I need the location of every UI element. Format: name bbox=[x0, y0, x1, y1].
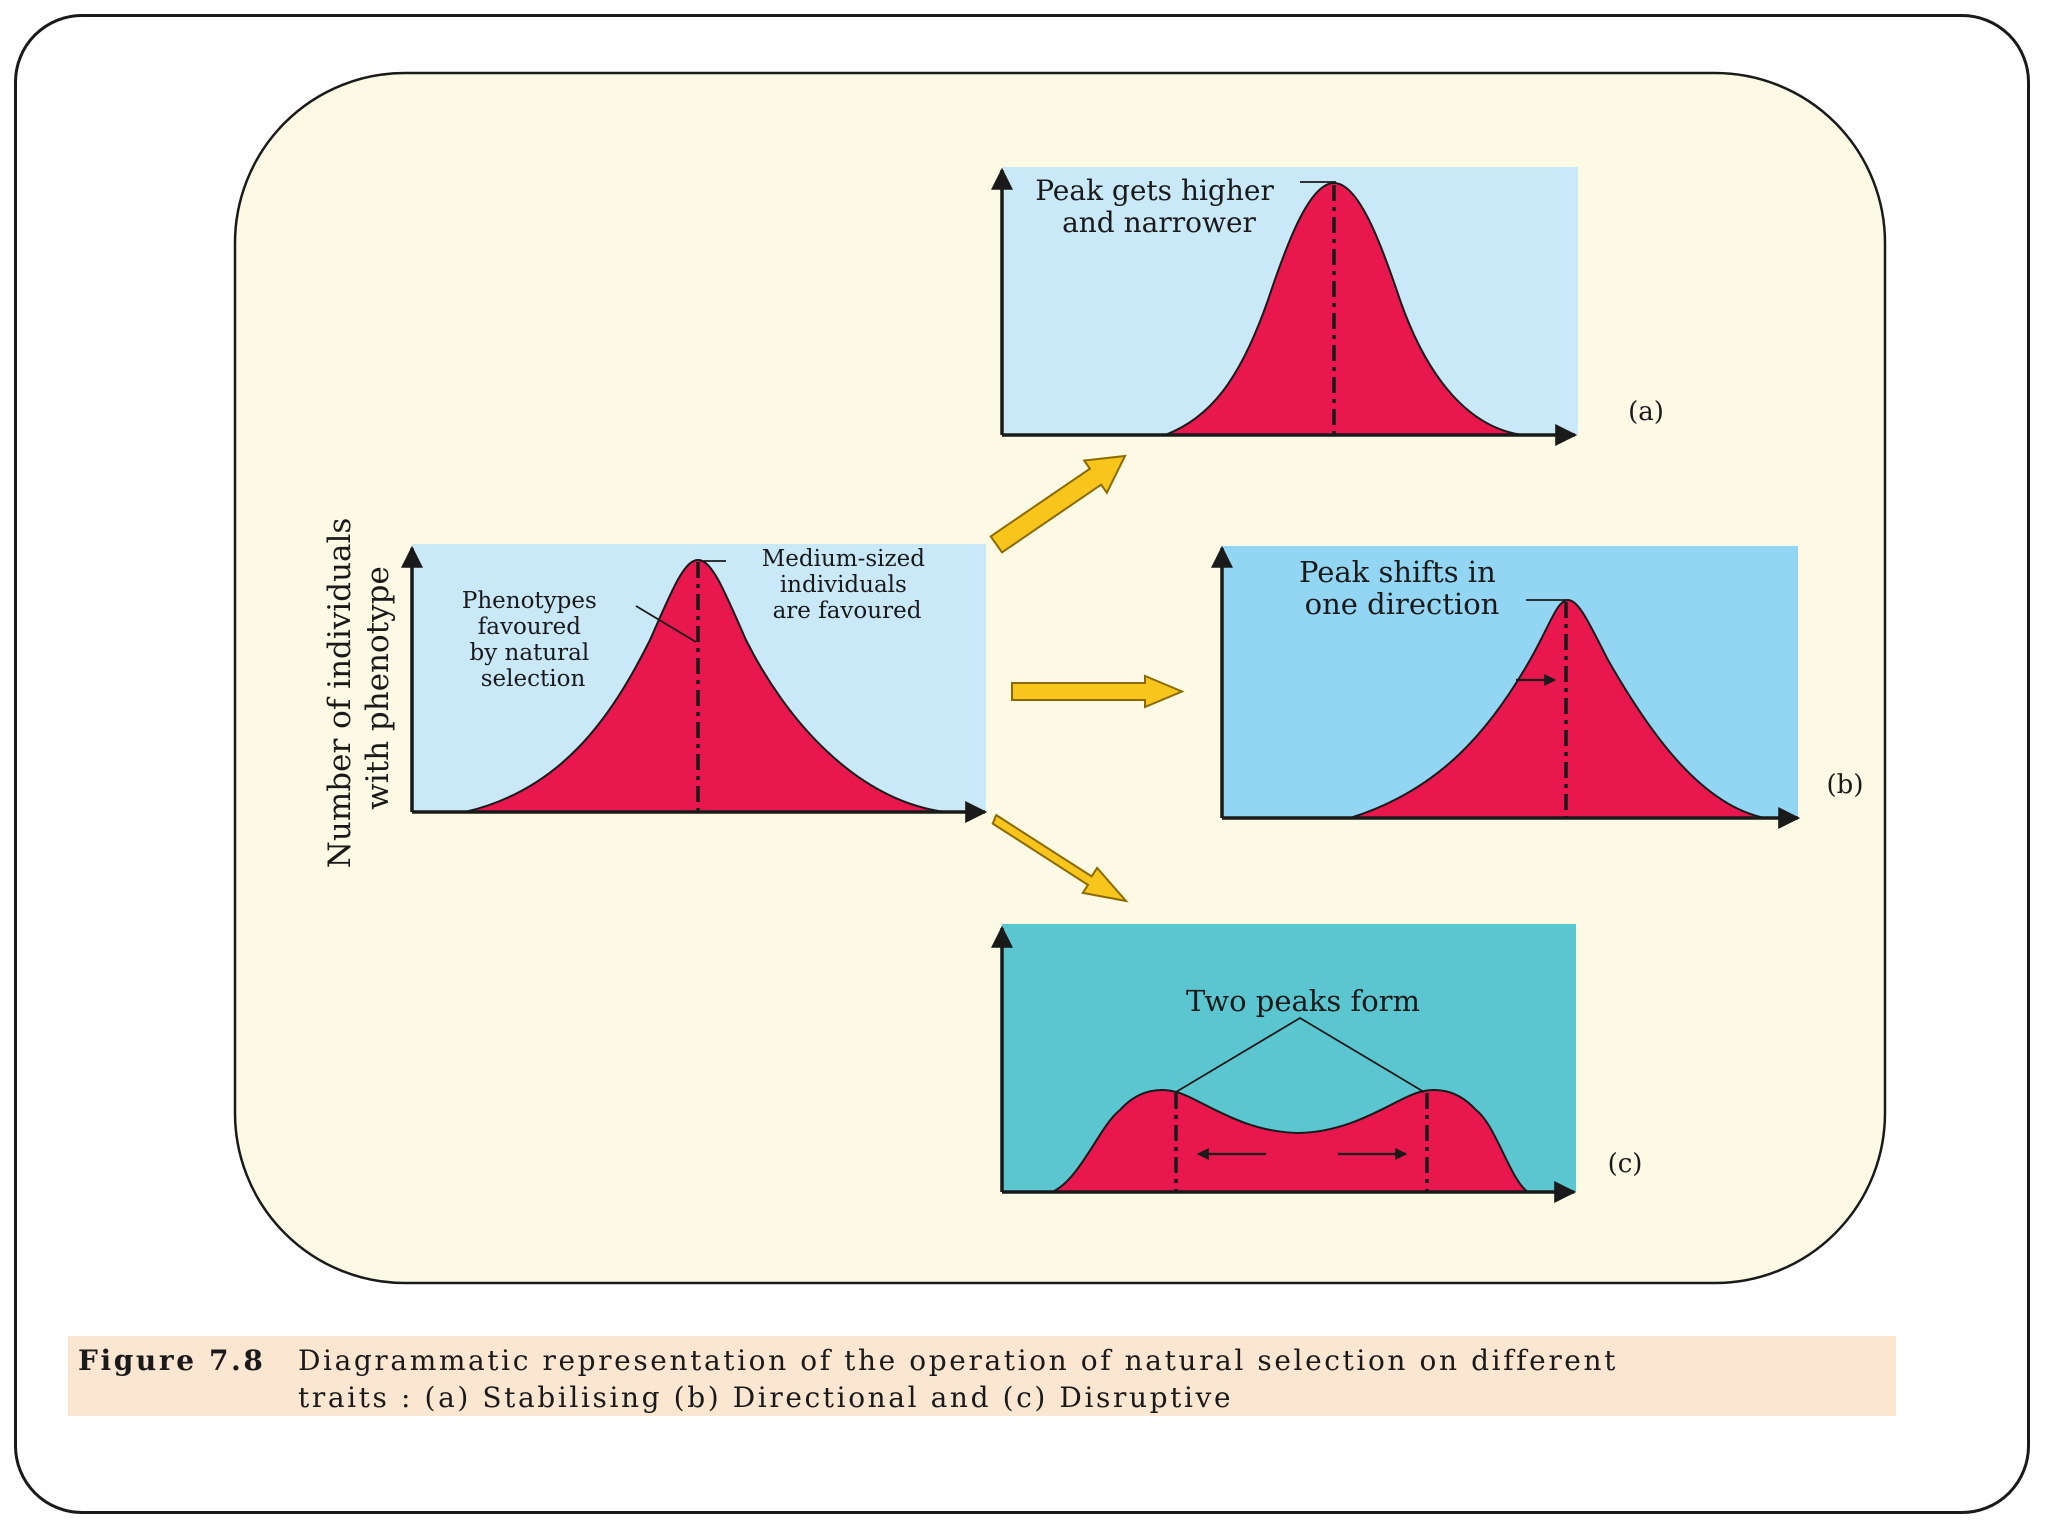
caption-indent bbox=[78, 1379, 298, 1416]
original-curve bbox=[464, 558, 946, 813]
panel-b-curve bbox=[1349, 598, 1766, 819]
panel-b: Peak shifts in one direction (b) bbox=[1211, 545, 1864, 829]
caption-row-1: Figure 7.8 Diagrammatic representation o… bbox=[78, 1342, 1886, 1379]
arrow-to-panel-c bbox=[991, 813, 1129, 903]
arrow-to-panel-b bbox=[1011, 674, 1185, 709]
figure-caption: Figure 7.8 Diagrammatic representation o… bbox=[68, 1336, 1896, 1416]
favoured-leader-line bbox=[635, 605, 697, 643]
caption-line-1: Diagrammatic representation of the opera… bbox=[298, 1344, 1618, 1377]
panel-b-label: Peak shifts in one direction bbox=[1299, 555, 1505, 621]
favoured-label: Phenotypes favoured by natural selection bbox=[462, 588, 604, 692]
y-axis-label: Number of individuals with phenotype bbox=[322, 508, 396, 868]
arrow-to-panel-a bbox=[989, 454, 1127, 554]
panel-c: Two peaks form (c) bbox=[991, 924, 1643, 1203]
panel-c-label: Two peaks form bbox=[1186, 984, 1420, 1018]
panel-c-tag: (c) bbox=[1608, 1149, 1643, 1179]
medium-label: Medium-sized individuals are favoured bbox=[762, 546, 933, 624]
panel-b-tag: (b) bbox=[1827, 770, 1864, 800]
panel-a-curve bbox=[1164, 181, 1524, 436]
panel-a-label: Peak gets higher and narrower bbox=[1035, 174, 1283, 239]
panel-c-leader bbox=[1175, 1016, 1425, 1093]
panel-c-curve bbox=[1051, 1089, 1532, 1193]
caption-figure-number: Figure 7.8 bbox=[78, 1344, 266, 1377]
original-distribution-panel: Phenotypes favoured by natural selection… bbox=[322, 508, 988, 868]
panel-a-tag: (a) bbox=[1628, 397, 1664, 427]
caption-row-2: traits : (a) Stabilising (b) Directional… bbox=[78, 1379, 1886, 1416]
panel-a: Peak gets higher and narrower (a) bbox=[991, 167, 1664, 446]
caption-line-2: traits : (a) Stabilising (b) Directional… bbox=[298, 1381, 1234, 1414]
